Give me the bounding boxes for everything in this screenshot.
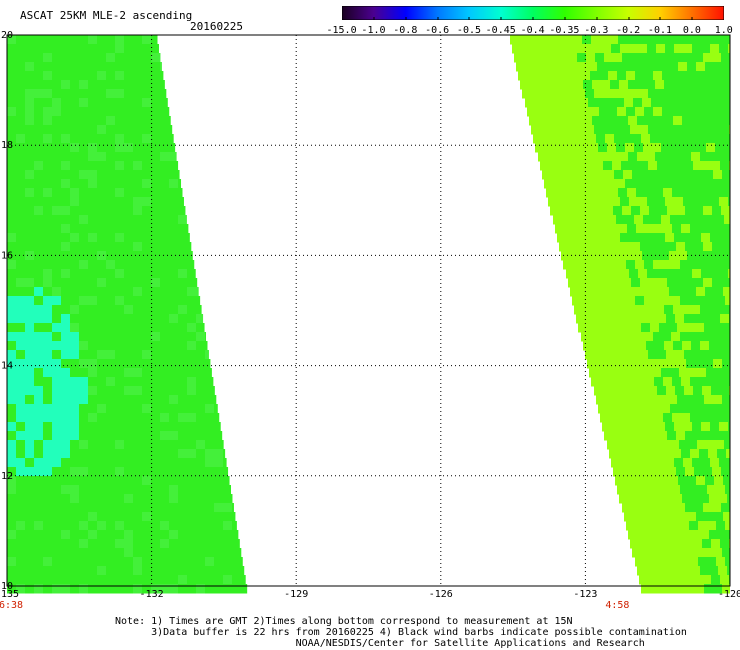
colorbar-tick-label: 0.0 bbox=[682, 25, 701, 36]
colorbar-tick-label: -0.1 bbox=[647, 25, 673, 36]
colorbar-tick-label: -0.3 bbox=[584, 25, 609, 36]
latitude-label: 10 bbox=[1, 581, 13, 592]
latitude-labels: 20 18 16 14 12 10 bbox=[1, 30, 13, 592]
footnotes: Note: 1) Times are GMT 2)Times along bot… bbox=[115, 616, 687, 649]
colorbar-tick-label: -0.5 bbox=[456, 25, 482, 36]
grid-lines bbox=[7, 35, 730, 586]
longitude-label: -123 bbox=[573, 589, 597, 600]
map-date: 20160225 bbox=[190, 20, 243, 33]
plot-frame bbox=[6, 34, 731, 587]
latitude-label: 14 bbox=[1, 361, 13, 372]
time-labels: 6:38 4:58 bbox=[0, 600, 629, 611]
longitude-label: -135 bbox=[0, 589, 19, 600]
longitude-label: -120 bbox=[718, 589, 740, 600]
note-line-3: NOAA/NESDIS/Center for Satellite Applica… bbox=[115, 638, 645, 649]
latitude-label: 12 bbox=[1, 471, 13, 482]
colorbar-tick-label: 1.0 bbox=[714, 25, 733, 36]
latitude-label: 16 bbox=[1, 250, 13, 261]
longitude-label: -129 bbox=[284, 589, 308, 600]
longitude-labels: -135 -132 -129 -126 -123 -120 bbox=[0, 589, 740, 600]
map-title: ASCAT 25KM MLE-2 ascending bbox=[20, 9, 193, 22]
colorbar-gradient bbox=[342, 6, 724, 20]
colorbar-tick-label: -0.6 bbox=[425, 25, 450, 36]
colorbar-tick-label: -0.45 bbox=[485, 25, 516, 36]
time-label-left: 6:38 bbox=[0, 600, 23, 611]
swath-layer bbox=[7, 35, 730, 594]
colorbar-tick-labels: -15.0 -1.0 -0.8 -0.6 -0.5 -0.45 -0.4 -0.35 -0.3-… bbox=[320, 25, 740, 37]
longitude-label: -132 bbox=[140, 589, 164, 600]
latitude-label: 18 bbox=[1, 140, 13, 151]
colorbar bbox=[342, 6, 724, 20]
note-line-2: 3)Data buffer is 22 hrs from 20160225 4)… bbox=[115, 627, 687, 638]
colorbar-tick-label: -15.0 bbox=[326, 25, 357, 36]
latitude-label: 20 bbox=[1, 30, 13, 41]
note-line-1: Note: 1) Times are GMT 2)Times along bot… bbox=[115, 616, 573, 627]
colorbar-tick-label: -0.2 bbox=[616, 25, 641, 36]
time-label-right: 4:58 bbox=[605, 600, 629, 611]
colorbar-tick-label: -0.35 bbox=[549, 25, 580, 36]
colorbar-tick-label: -0.4 bbox=[520, 25, 545, 36]
colorbar-tick-label: -1.0 bbox=[361, 25, 386, 36]
longitude-label: -126 bbox=[429, 589, 453, 600]
colorbar-tick-label: -0.8 bbox=[393, 25, 418, 36]
